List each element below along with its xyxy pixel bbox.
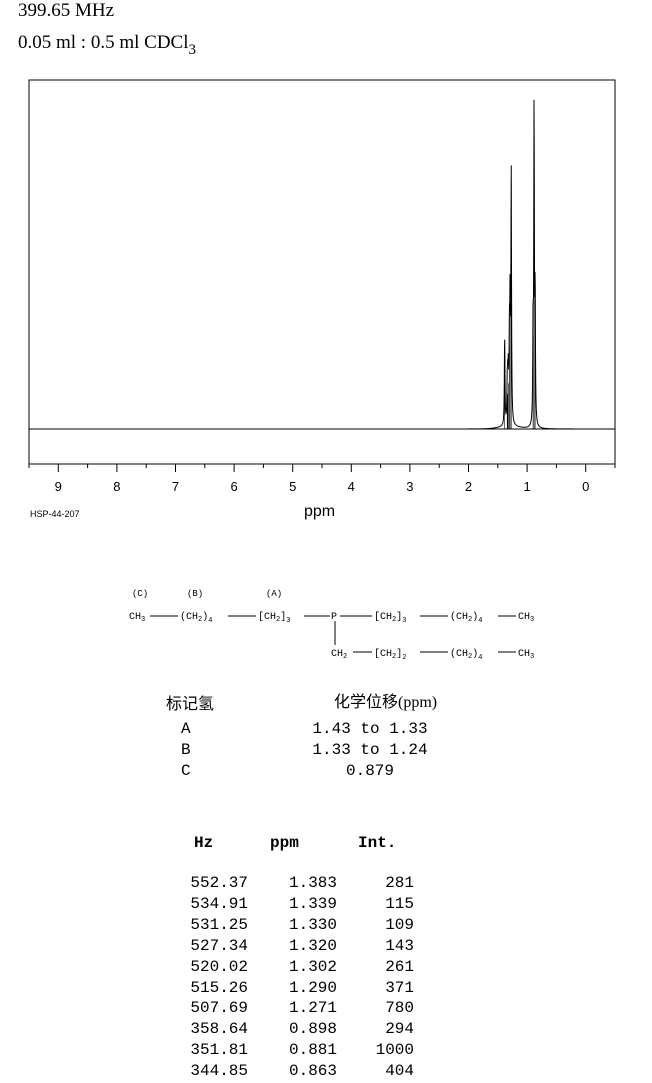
peak-table-row: 358.64 0.898 294 xyxy=(0,1020,652,1041)
x-tick-label: 1 xyxy=(523,479,530,494)
cell-ppm: 0.863 xyxy=(288,1062,337,1081)
cell-int: 294 xyxy=(385,1020,414,1039)
cell-hz: 358.64 xyxy=(190,1020,248,1039)
ch2-chain2b: (CH2)4 xyxy=(450,648,482,662)
x-tick-label: 9 xyxy=(55,479,62,494)
cell-ppm: 1.302 xyxy=(288,957,337,976)
peak-table-row: 527.34 1.320 143 xyxy=(0,937,652,958)
cell-int: 281 xyxy=(385,874,414,892)
assignment-label: C xyxy=(181,762,191,780)
x-tick-label: 6 xyxy=(230,479,237,494)
ch2-branch: CH2 xyxy=(331,649,347,661)
assignment-label: B xyxy=(181,741,191,759)
peak-table-row: 351.81 0.881 1000 xyxy=(0,1041,652,1062)
x-tick-label: 7 xyxy=(172,479,179,494)
cell-int: 1000 xyxy=(375,1041,414,1060)
x-tick-label: 5 xyxy=(289,479,296,494)
peak-table-row: 515.26 1.290 371 xyxy=(0,979,652,1000)
cell-hz: 344.85 xyxy=(190,1062,248,1081)
assignment-header-hydrogen: 标记氢 xyxy=(166,696,215,713)
molecular-structure: (C) (B) (A) CH3 (CH2)4 [CH2]3 P [CH2]3 (… xyxy=(129,589,534,662)
cell-ppm: 0.898 xyxy=(288,1020,337,1039)
cell-ppm: 1.339 xyxy=(288,894,337,913)
peak-table-row: 344.85 0.863 404 xyxy=(0,1062,652,1083)
assignment-value: 0.879 xyxy=(345,762,394,780)
label-b: (B) xyxy=(187,589,203,599)
ch2-chain1: [CH2]3 xyxy=(374,611,406,625)
spectrum-code: HSP-44-207 xyxy=(30,509,80,519)
solvent-text: 0.05 ml : 0.5 ml CDCl xyxy=(18,32,189,53)
peak-table-row: 534.91 1.339 115 xyxy=(0,895,652,916)
peak-table-row: 507.69 1.271 780 xyxy=(0,999,652,1020)
label-a: (A) xyxy=(266,589,282,599)
cell-int: 115 xyxy=(385,894,414,913)
cell-hz: 531.25 xyxy=(190,915,248,934)
x-tick-label: 0 xyxy=(582,479,589,494)
solvent-subscript: 3 xyxy=(188,42,197,58)
x-axis-label: ppm xyxy=(304,503,336,520)
header-hz: Hz xyxy=(194,834,214,852)
cell-ppm: 1.320 xyxy=(288,936,337,955)
cell-hz: 515.26 xyxy=(190,978,248,997)
cell-int: 109 xyxy=(385,915,414,934)
cell-hz: 534.91 xyxy=(190,894,248,913)
header-ppm: ppm xyxy=(270,834,299,852)
x-tick-label: 8 xyxy=(113,479,120,494)
sample-solvent: 0.05 ml : 0.5 ml CDCl3 xyxy=(18,32,196,59)
label-c: (C) xyxy=(132,589,148,599)
assignment-header-shift: 化学位移(ppm) xyxy=(334,694,438,711)
cell-hz: 520.02 xyxy=(190,957,248,976)
cell-hz: 527.34 xyxy=(190,936,248,955)
cell-int: 404 xyxy=(385,1062,414,1081)
cell-int: 261 xyxy=(385,957,414,976)
cell-hz: 507.69 xyxy=(190,999,248,1018)
phosphorus: P xyxy=(331,612,337,623)
x-tick-label: 3 xyxy=(406,479,413,494)
cell-ppm: 1.330 xyxy=(288,915,337,934)
ch2-chain2: [CH2]2 xyxy=(374,648,406,662)
peak-table-row: 552.37 1.383 281 xyxy=(0,874,652,895)
nmr-spectrum-chart: 9 8 7 6 5 4 3 2 1 0 xyxy=(28,79,616,494)
peak-table-row: 520.02 1.302 261 xyxy=(0,958,652,979)
assignment-value: 1.43 to 1.33 xyxy=(312,720,428,738)
ch3-left: CH3 xyxy=(129,612,145,624)
cell-hz: 351.81 xyxy=(190,1041,248,1060)
cell-ppm: 1.383 xyxy=(288,874,337,892)
x-tick-label: 4 xyxy=(348,479,355,494)
x-axis-ticks xyxy=(28,464,616,472)
cell-int: 371 xyxy=(385,978,414,997)
spectrum-trace xyxy=(29,99,615,430)
cell-ppm: 1.290 xyxy=(288,978,337,997)
ch2-chain1b: (CH2)4 xyxy=(450,611,482,625)
assignment-label: A xyxy=(181,720,191,738)
ch2-b: (CH2)4 xyxy=(180,611,212,625)
peak-marks xyxy=(504,110,536,429)
ch3-right2: CH3 xyxy=(518,649,534,661)
cell-ppm: 1.271 xyxy=(288,999,337,1018)
cell-hz: 552.37 xyxy=(190,874,248,892)
x-axis-tick-labels: 9 8 7 6 5 4 3 2 1 0 xyxy=(55,479,590,494)
header-int: Int. xyxy=(358,834,397,852)
peak-table-row: 531.25 1.330 109 xyxy=(0,916,652,937)
plot-frame xyxy=(28,79,616,465)
cell-int: 780 xyxy=(385,999,414,1018)
ch2-a: [CH2]3 xyxy=(258,611,290,625)
cell-ppm: 0.881 xyxy=(288,1041,337,1060)
x-tick-label: 2 xyxy=(465,479,472,494)
assignment-value: 1.33 to 1.24 xyxy=(312,741,428,759)
cell-int: 143 xyxy=(385,936,414,955)
spectrometer-frequency: 399.65 MHz xyxy=(18,0,115,21)
ch3-right1: CH3 xyxy=(518,612,534,624)
